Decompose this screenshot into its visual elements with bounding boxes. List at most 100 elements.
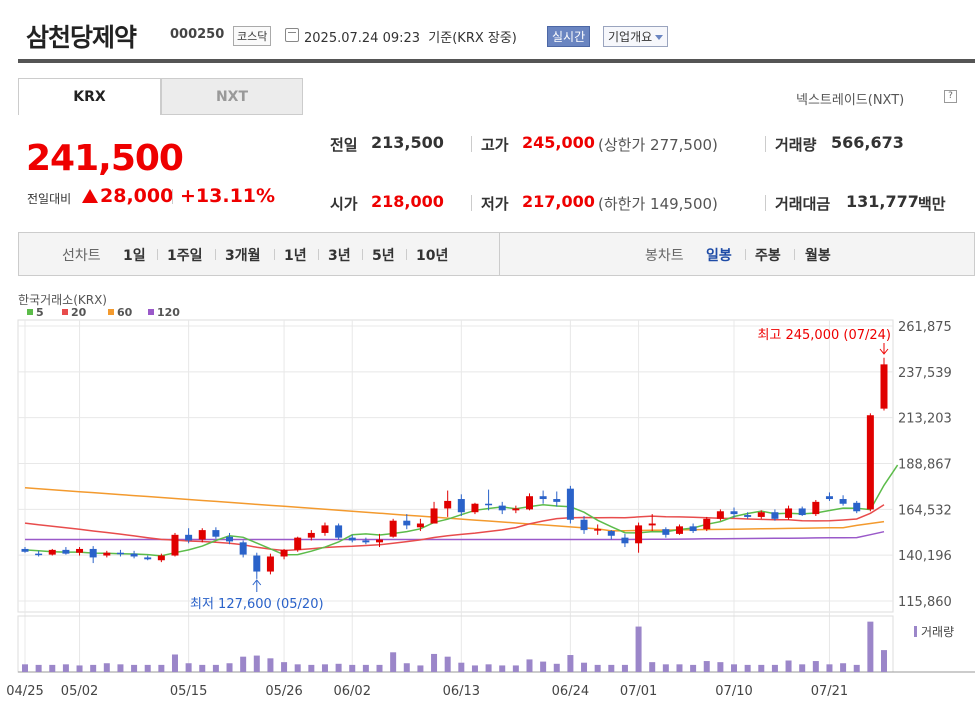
tab-krx[interactable]: KRX [18, 78, 161, 115]
caret-down-icon [655, 35, 664, 40]
divider [362, 249, 363, 260]
divider [471, 195, 472, 211]
volume-bar [49, 664, 56, 672]
volume-bar [676, 664, 683, 672]
candle-down [553, 499, 561, 502]
volume-bar [76, 665, 83, 672]
tab-nxt[interactable]: NXT [161, 78, 303, 115]
volume-bar [90, 664, 97, 672]
stock-code: 000250 [170, 27, 225, 42]
candle-up [280, 549, 288, 557]
nxt-link[interactable]: 넥스트레이드(NXT) [796, 93, 905, 108]
candle-weekly[interactable]: 주봉 [755, 248, 781, 264]
volume-bar [185, 663, 192, 672]
candle-down [771, 512, 779, 519]
volume-plot-frame [17, 615, 894, 673]
upper-limit: (상한가 277,500) [598, 136, 718, 154]
max-arrowhead-icon [879, 348, 889, 355]
volume-bar [199, 664, 206, 672]
x-tick-label: 07/01 [620, 684, 657, 699]
candle-down [89, 548, 97, 558]
candle-up [321, 525, 329, 533]
quote-time: 2025.07.24 09:23 기준(KRX 장중) [304, 31, 517, 46]
volume-bar [294, 664, 301, 672]
prev-close-value: 213,500 [371, 133, 444, 152]
volume-bar [840, 663, 847, 672]
volume-bar [417, 665, 424, 672]
change-percent: +13.11% [180, 185, 276, 207]
period-3y[interactable]: 3년 [328, 248, 351, 264]
y-tick-label: 140,196 [898, 549, 952, 564]
x-tick-label: 07/10 [715, 684, 752, 699]
candle-down [744, 515, 752, 517]
period-10y[interactable]: 10년 [416, 248, 449, 264]
line-chart-label: 선차트 [62, 248, 101, 264]
candle-down [226, 536, 234, 542]
volume-bar [649, 662, 656, 672]
candle-down [348, 537, 356, 541]
volume-bar [240, 656, 247, 672]
divider [745, 249, 746, 260]
volume-bar [608, 664, 615, 672]
candle-down [144, 557, 152, 560]
period-1w[interactable]: 1주일 [167, 248, 203, 264]
volume-bar [662, 664, 669, 672]
company-info-dropdown[interactable]: 기업개요 [603, 26, 669, 47]
candle-down [185, 534, 193, 541]
candle-down [566, 488, 574, 520]
volume-bar [226, 663, 233, 672]
candle-down [798, 508, 806, 516]
legend-ma120: 120 [148, 306, 180, 319]
divider [794, 249, 795, 260]
volume-bar [362, 664, 369, 672]
volume-bar [212, 664, 219, 672]
candle-down [21, 548, 29, 552]
candle-up [444, 500, 452, 509]
market-badge: 코스닥 [233, 26, 272, 46]
low-value: 217,000 [522, 192, 595, 211]
candle-chart-label: 봉차트 [645, 248, 684, 264]
change-value: 28,000 [100, 185, 174, 207]
legend-ma20: 20 [62, 306, 86, 319]
volume-bar [444, 656, 451, 672]
volume-bar [703, 661, 710, 672]
amount-unit: 백만 [918, 195, 946, 213]
candle-daily[interactable]: 일봉 [706, 248, 732, 264]
candle-up [266, 556, 274, 572]
period-3m[interactable]: 3개월 [225, 248, 261, 264]
candle-up [716, 511, 724, 519]
period-1y[interactable]: 1년 [284, 248, 307, 264]
legend-ma60: 60 [108, 306, 132, 319]
price-plot-frame [17, 319, 894, 613]
candle-up [471, 503, 479, 513]
candle-up [198, 530, 206, 540]
volume-bar [35, 664, 42, 672]
min-price-annotation: 최저 127,600 (05/20) [190, 597, 324, 612]
realtime-button[interactable]: 실시간 [547, 26, 591, 47]
toolbar-divider [499, 233, 500, 275]
candle-up [294, 537, 302, 550]
volume-bar [621, 664, 628, 672]
y-tick-label: 237,539 [898, 366, 952, 381]
period-1d[interactable]: 1일 [123, 248, 146, 264]
divider [172, 189, 173, 204]
volume-bar [22, 664, 28, 672]
volume-bar [635, 626, 642, 672]
amount-value: 131,777 [846, 192, 919, 211]
y-tick-label: 188,867 [898, 458, 952, 473]
x-tick-label: 06/24 [552, 684, 589, 699]
open-value: 218,000 [371, 192, 444, 211]
volume-bar [403, 663, 410, 672]
period-5y[interactable]: 5년 [372, 248, 395, 264]
candle-up [703, 518, 711, 530]
volume-bar [499, 665, 506, 672]
candle-monthly[interactable]: 월봉 [805, 248, 831, 264]
volume-bar [335, 663, 342, 672]
volume-bar [567, 655, 574, 672]
help-icon[interactable]: ? [944, 90, 957, 103]
change-label: 전일대비 [27, 192, 72, 206]
volume-bar [717, 662, 724, 672]
candle-up [757, 512, 765, 517]
volume-bar [758, 664, 765, 672]
